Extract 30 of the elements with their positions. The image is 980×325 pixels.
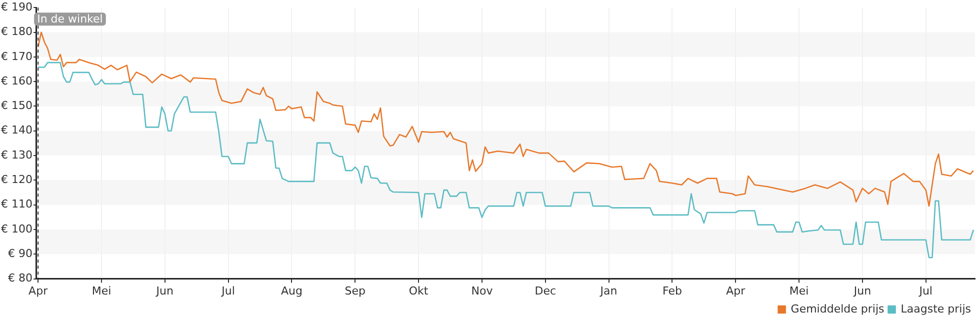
y-tick-label: € 180 bbox=[0, 25, 32, 38]
y-tick-label: € 160 bbox=[0, 74, 32, 88]
x-tick-label: Sep bbox=[344, 284, 366, 298]
x-tick-label: Nov bbox=[471, 284, 494, 298]
y-tick-label: € 90 bbox=[8, 247, 32, 260]
x-tick-label: Apr bbox=[726, 284, 746, 298]
x-tick-label: Apr bbox=[28, 284, 48, 298]
x-tick-label: Okt bbox=[408, 284, 429, 298]
x-tick-label: Dec bbox=[534, 284, 556, 298]
y-tick-label: € 150 bbox=[0, 99, 32, 112]
y-tick-label: € 140 bbox=[0, 124, 32, 137]
x-tick-label: Feb bbox=[662, 284, 682, 298]
y-tick-label: € 170 bbox=[0, 50, 32, 63]
x-tick-label: Jan bbox=[599, 284, 618, 298]
legend-label: Laagste prijs bbox=[900, 302, 972, 316]
ref-line-label: In de winkel bbox=[37, 12, 103, 26]
x-tick-label: Jul bbox=[918, 284, 932, 298]
x-tick-label: Mei bbox=[92, 284, 112, 298]
x-tick-label: Jun bbox=[852, 284, 872, 298]
y-tick-label: € 80 bbox=[8, 272, 32, 285]
y-tick-label: € 130 bbox=[0, 148, 32, 162]
x-tick-label: Jul bbox=[220, 284, 235, 298]
x-tick-label: Aug bbox=[280, 284, 302, 298]
y-tick-label: € 100 bbox=[0, 222, 32, 236]
y-tick-label: € 120 bbox=[0, 173, 32, 186]
legend-label: Gemiddelde prijs bbox=[790, 302, 885, 316]
y-tick-label: € 110 bbox=[0, 198, 32, 211]
x-tick-label: Mei bbox=[789, 284, 809, 298]
x-tick-label: Jun bbox=[155, 284, 174, 298]
y-tick-label: € 190 bbox=[0, 0, 32, 14]
